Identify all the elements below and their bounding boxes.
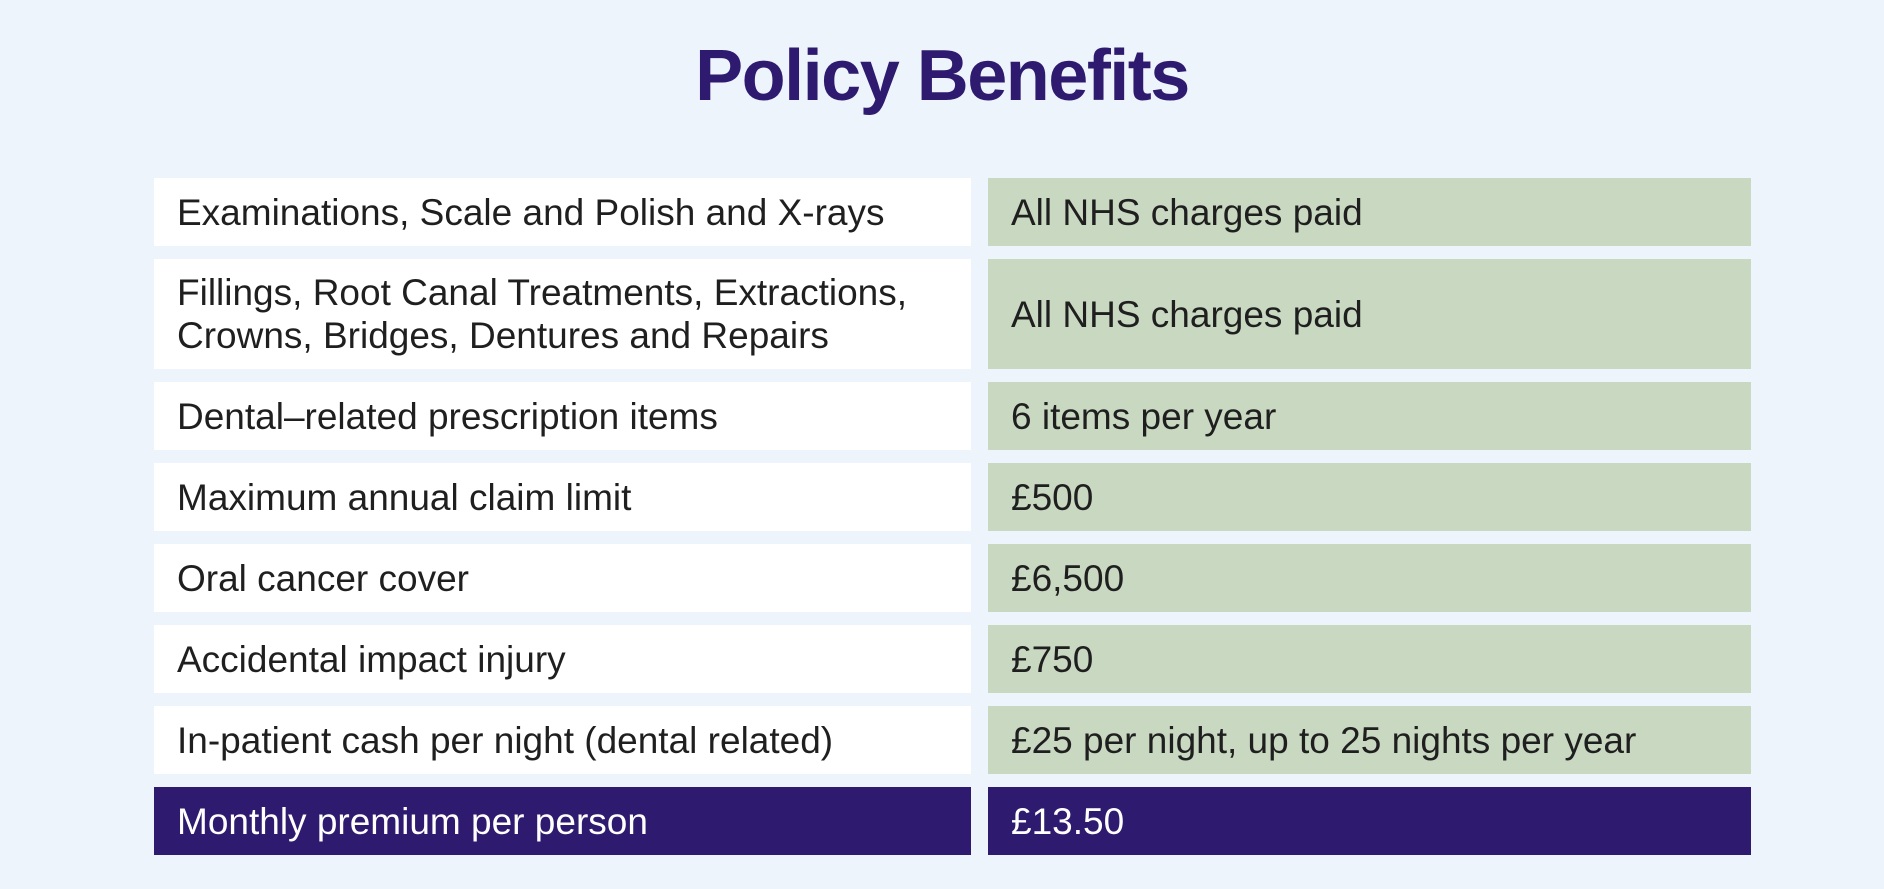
benefit-label: Dental–related prescription items (154, 382, 971, 450)
benefit-value: £500 (988, 463, 1751, 531)
benefit-label: Fillings, Root Canal Treatments, Extract… (154, 259, 971, 369)
page-title: Policy Benefits (695, 36, 1190, 116)
benefit-value: All NHS charges paid (988, 178, 1751, 246)
benefit-value: 6 items per year (988, 382, 1751, 450)
benefit-value: £13.50 (988, 787, 1751, 855)
benefit-label: In-patient cash per night (dental relate… (154, 706, 971, 774)
benefit-value: £6,500 (988, 544, 1751, 612)
benefit-label: Examinations, Scale and Polish and X-ray… (154, 178, 971, 246)
benefit-label: Monthly premium per person (154, 787, 971, 855)
benefit-label: Maximum annual claim limit (154, 463, 971, 531)
benefit-value: All NHS charges paid (988, 259, 1751, 369)
benefit-label: Oral cancer cover (154, 544, 971, 612)
benefit-value: £25 per night, up to 25 nights per year (988, 706, 1751, 774)
benefit-label: Accidental impact injury (154, 625, 971, 693)
benefit-value: £750 (988, 625, 1751, 693)
benefits-table: Examinations, Scale and Polish and X-ray… (154, 178, 1751, 855)
